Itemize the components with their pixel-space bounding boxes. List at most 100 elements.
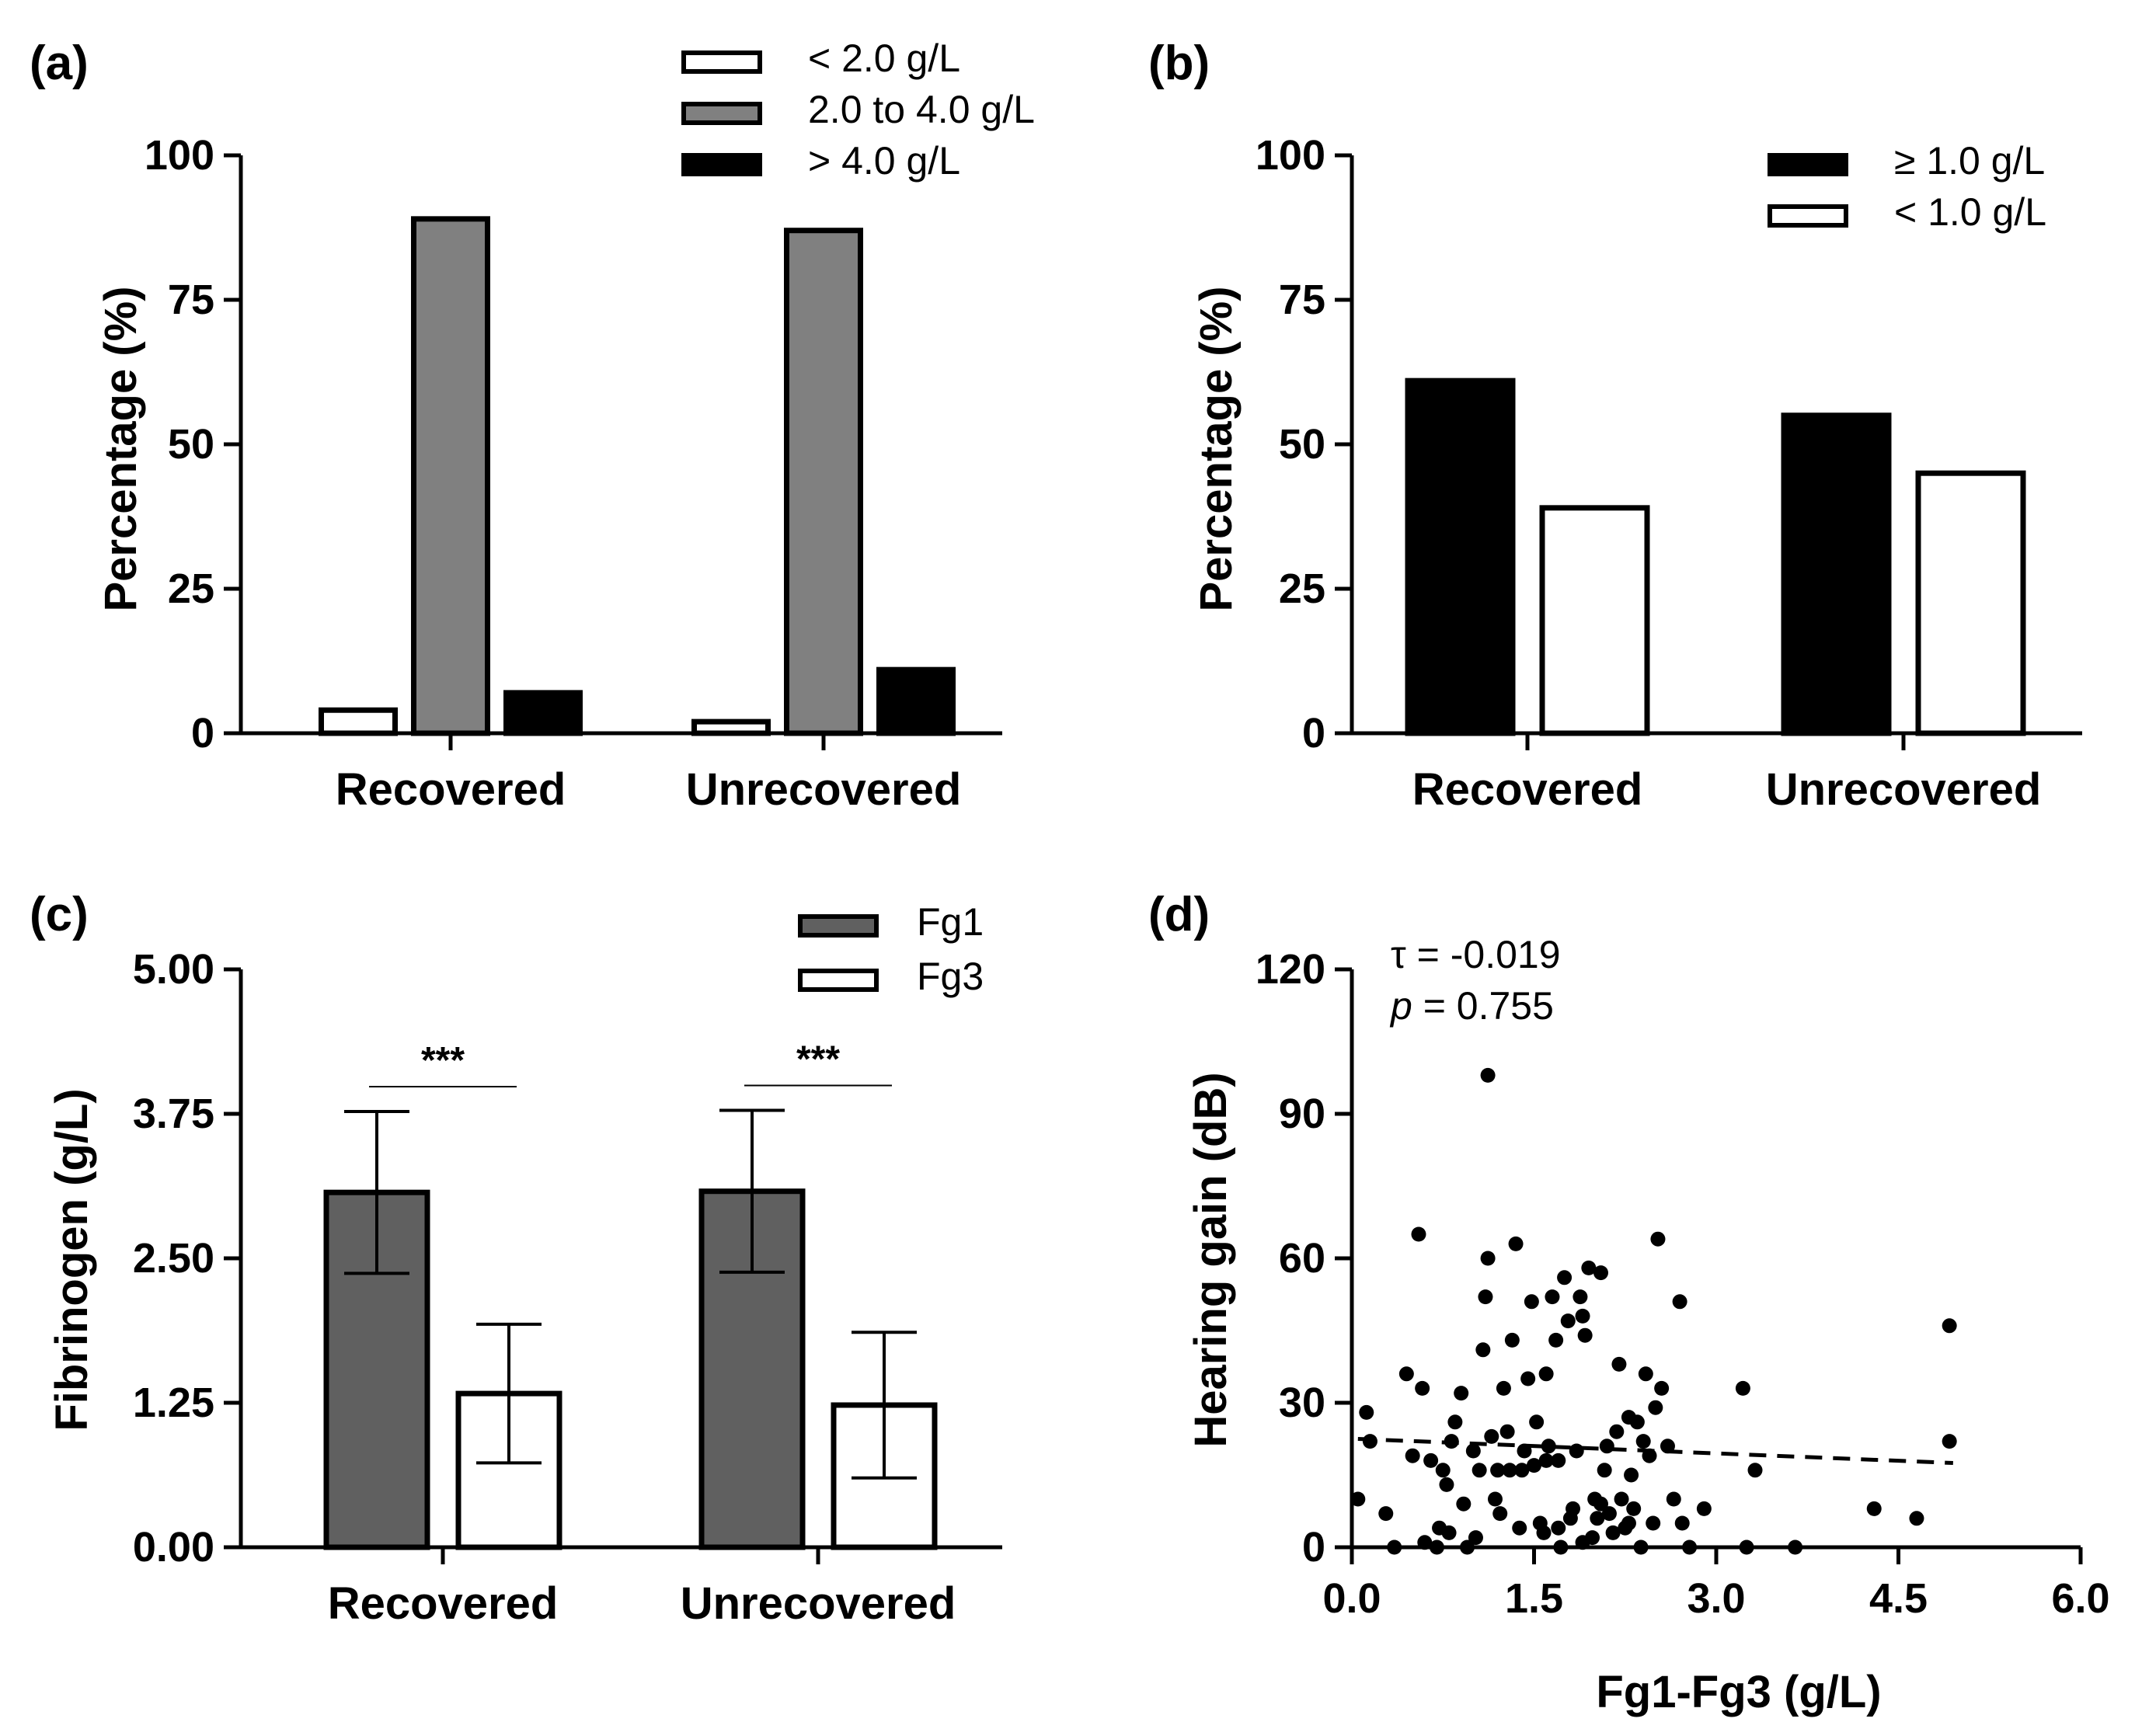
scatter-point [1611, 1356, 1627, 1372]
scatter-point [1597, 1463, 1612, 1478]
scatter-point [1447, 1414, 1463, 1430]
legend-swatch [681, 50, 762, 74]
y-tick-label: 50 [1279, 421, 1325, 468]
scatter-point [1605, 1525, 1621, 1540]
scatter-point [1654, 1380, 1670, 1396]
scatter-point [1529, 1414, 1545, 1430]
bar [319, 707, 398, 736]
scatter-point [1548, 1332, 1564, 1348]
category-label: Recovered [336, 764, 566, 815]
scatter-point [1601, 1506, 1617, 1522]
scatter-point [1490, 1463, 1506, 1478]
scatter-point [1441, 1525, 1457, 1540]
legend-label: > 4.0 g/L [808, 139, 960, 183]
scatter-point [1536, 1525, 1552, 1540]
scatter-point [1575, 1308, 1590, 1324]
scatter-point [1553, 1539, 1569, 1555]
panel-d-x-axis-title: Fg1-Fg3 (g/L) [1596, 1667, 1881, 1717]
scatter-point [1866, 1501, 1882, 1516]
panel-label-b: (b) [1148, 37, 1210, 90]
scatter-point [1566, 1501, 1581, 1516]
bar [503, 690, 583, 736]
x-tick-label: 4.5 [1869, 1575, 1928, 1622]
scatter-point [1577, 1327, 1593, 1343]
y-tick-label: 0 [1302, 710, 1325, 757]
y-tick-label: 0 [1302, 1524, 1325, 1571]
scatter-point [1454, 1386, 1469, 1401]
bar [691, 718, 771, 736]
legend-label: < 2.0 g/L [808, 37, 960, 80]
scatter-point [1735, 1380, 1750, 1396]
panel-b-y-axis-title: Percentage (%) [1191, 286, 1242, 611]
panel-c-y-axis-title: Fibrinogen (g/L) [47, 1088, 97, 1431]
category-label: Unrecovered [1766, 764, 2042, 815]
y-tick-label: 25 [1279, 565, 1325, 612]
scatter-point [1942, 1434, 1957, 1449]
scatter-point [1512, 1520, 1527, 1536]
scatter-point [1599, 1439, 1614, 1454]
panel-d-p-annotation: p = 0.755 [1389, 984, 1554, 1028]
panel-label-d: (d) [1148, 888, 1210, 941]
scatter-point [1696, 1501, 1712, 1516]
scatter-point [1624, 1467, 1639, 1483]
scatter-point [1460, 1539, 1475, 1555]
y-tick-label: 0 [191, 710, 214, 757]
scatter-point [1480, 1251, 1496, 1266]
scatter-point [1472, 1463, 1487, 1478]
category-label: Recovered [328, 1578, 559, 1629]
scatter-point [1480, 1067, 1496, 1083]
scatter-point [1496, 1380, 1511, 1396]
legend-swatch [681, 102, 762, 125]
y-tick-label: 2.50 [133, 1235, 214, 1282]
scatter-point [1682, 1539, 1698, 1555]
category-label: Unrecovered [681, 1578, 956, 1629]
legend-label: 2.0 to 4.0 g/L [808, 88, 1035, 131]
panel-d-y-axis-title: Hearing gain (dB) [1186, 1072, 1236, 1447]
scatter-point [1468, 1530, 1483, 1546]
y-tick-label: 50 [168, 421, 214, 468]
scatter-point [1672, 1294, 1687, 1310]
legend-label: Fg1 [917, 900, 984, 944]
scatter-point [1520, 1371, 1536, 1386]
scatter-point [1614, 1491, 1629, 1507]
scatter-point [1593, 1496, 1608, 1512]
legend-swatch [798, 969, 879, 992]
legend-swatch [798, 914, 879, 938]
scatter-point [1504, 1332, 1520, 1348]
scatter-point [1350, 1491, 1366, 1507]
x-tick-label: 6.0 [2051, 1575, 2109, 1622]
scatter-point [1788, 1539, 1803, 1555]
scatter-point [1551, 1520, 1566, 1536]
scatter-point [1626, 1501, 1642, 1516]
y-tick-label: 75 [1279, 277, 1325, 323]
scatter-point [1593, 1265, 1608, 1281]
scatter-point [1484, 1428, 1499, 1444]
scatter-point [1499, 1424, 1515, 1439]
y-tick-label: 90 [1279, 1091, 1325, 1137]
x-tick-label: 1.5 [1505, 1575, 1563, 1622]
y-tick-label: 100 [145, 132, 214, 179]
y-tick-label: 1.25 [133, 1379, 214, 1426]
panel-d-p-symbol: p [1389, 984, 1412, 1028]
y-tick-label: 5.00 [133, 946, 214, 993]
scatter-point [1541, 1439, 1556, 1454]
category-label: Unrecovered [686, 764, 962, 815]
bar [1781, 412, 1892, 736]
scatter-point [1569, 1443, 1584, 1459]
scatter-point [1524, 1294, 1539, 1310]
scatter-point [1545, 1289, 1560, 1305]
scatter-point [1551, 1452, 1566, 1468]
scatter-point [1514, 1463, 1530, 1478]
plot-layer: 0 25 50 75 100 Recovered Unrecovered < 2.0 g/L 2… [133, 37, 2110, 1629]
y-tick-label: 75 [168, 277, 214, 323]
y-tick-label: 25 [168, 565, 214, 612]
x-tick-label: 3.0 [1687, 1575, 1745, 1622]
bar [411, 216, 490, 736]
legend-label: < 1.0 g/L [1894, 190, 2046, 234]
scatter-point [1502, 1463, 1517, 1478]
bar [876, 666, 956, 736]
legend-swatch [681, 153, 762, 176]
y-tick-label: 3.75 [133, 1091, 214, 1137]
y-tick-label: 30 [1279, 1379, 1325, 1426]
